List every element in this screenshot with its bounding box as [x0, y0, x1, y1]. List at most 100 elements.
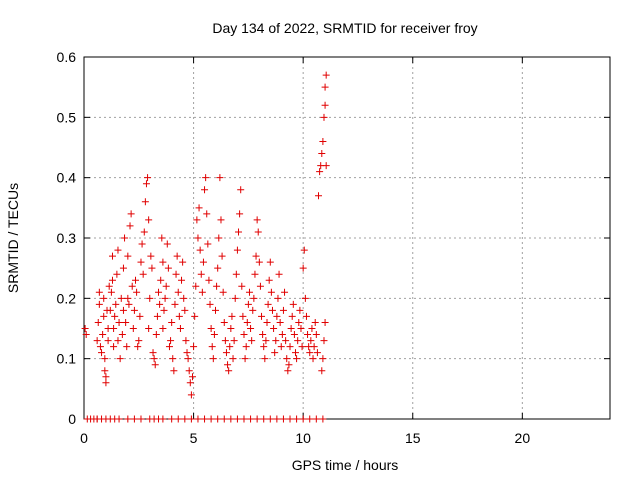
data-point [100, 294, 108, 302]
data-point [82, 331, 90, 339]
data-point [308, 325, 316, 332]
data-point [194, 415, 202, 423]
data-point [156, 300, 164, 308]
data-point [176, 325, 184, 332]
data-point [240, 415, 248, 423]
data-point [110, 325, 118, 332]
data-point [279, 306, 287, 314]
data-point [137, 258, 145, 266]
data-point [261, 355, 269, 363]
data-point [130, 306, 138, 314]
data-point [190, 343, 198, 351]
data-point [191, 312, 199, 320]
data-point [265, 276, 273, 284]
data-point [128, 282, 136, 290]
data-point [172, 270, 180, 278]
data-point [208, 343, 216, 351]
data-point [274, 294, 282, 302]
data-point [231, 294, 239, 302]
data-point [125, 300, 133, 308]
x-axis-label: GPS time / hours [292, 457, 399, 473]
data-point [230, 337, 238, 345]
data-point [153, 312, 161, 320]
data-point [214, 415, 222, 423]
data-point [116, 355, 124, 363]
data-point [318, 150, 326, 158]
data-point [235, 228, 243, 236]
data-point [247, 415, 255, 423]
data-point [294, 337, 302, 345]
data-point [113, 270, 121, 278]
data-point [227, 415, 235, 423]
data-point [229, 355, 237, 363]
data-point [300, 246, 308, 254]
data-point [187, 415, 195, 423]
data-point [184, 355, 192, 363]
data-point [284, 367, 292, 375]
data-point [296, 306, 304, 314]
data-point [244, 300, 252, 308]
data-points [81, 71, 330, 423]
data-point [281, 288, 289, 296]
data-point [232, 270, 240, 278]
data-point [193, 216, 201, 224]
data-point [311, 318, 319, 326]
data-point [218, 252, 226, 260]
data-point [217, 216, 225, 224]
data-point [249, 306, 257, 314]
data-point [96, 343, 104, 351]
data-point [279, 415, 287, 423]
data-point [99, 331, 107, 339]
data-point [209, 355, 217, 363]
data-point [228, 312, 236, 320]
data-point [139, 270, 147, 278]
data-point [105, 282, 113, 290]
data-point [171, 300, 179, 308]
grid-lines [84, 57, 610, 419]
data-point [145, 216, 153, 224]
x-tick-label: 10 [295, 430, 311, 446]
data-point [110, 343, 118, 351]
data-point [219, 288, 227, 296]
data-point [174, 415, 182, 423]
data-point [201, 186, 209, 194]
data-point [127, 210, 135, 218]
data-point [95, 288, 103, 296]
data-point [301, 294, 309, 302]
y-axis-label: SRMTID / TECUs [5, 183, 21, 293]
data-point [108, 276, 116, 284]
data-point [130, 415, 138, 423]
data-point [312, 331, 320, 339]
data-point [320, 337, 328, 345]
data-point [319, 355, 327, 363]
data-point [151, 361, 159, 369]
data-point [299, 415, 307, 423]
data-point [310, 343, 318, 351]
data-point [115, 318, 123, 326]
data-point [150, 355, 158, 363]
data-point [293, 415, 301, 423]
data-point [114, 246, 122, 254]
data-point [287, 325, 295, 332]
data-point [297, 325, 305, 332]
data-point [286, 415, 294, 423]
data-point [180, 294, 188, 302]
data-point [195, 204, 203, 212]
y-tick-label: 0.2 [57, 290, 77, 306]
data-point [263, 318, 271, 326]
data-point [129, 325, 137, 332]
data-point [220, 415, 228, 423]
data-point [152, 331, 160, 339]
data-point [95, 300, 103, 308]
x-tick-label: 0 [80, 430, 88, 446]
data-point [253, 415, 261, 423]
data-point [170, 367, 178, 375]
data-point [162, 282, 170, 290]
data-point [117, 294, 125, 302]
data-point [134, 343, 142, 351]
data-point [278, 331, 286, 339]
data-point [233, 246, 241, 254]
data-point [196, 246, 204, 254]
data-point [124, 252, 132, 260]
data-point [262, 337, 270, 345]
